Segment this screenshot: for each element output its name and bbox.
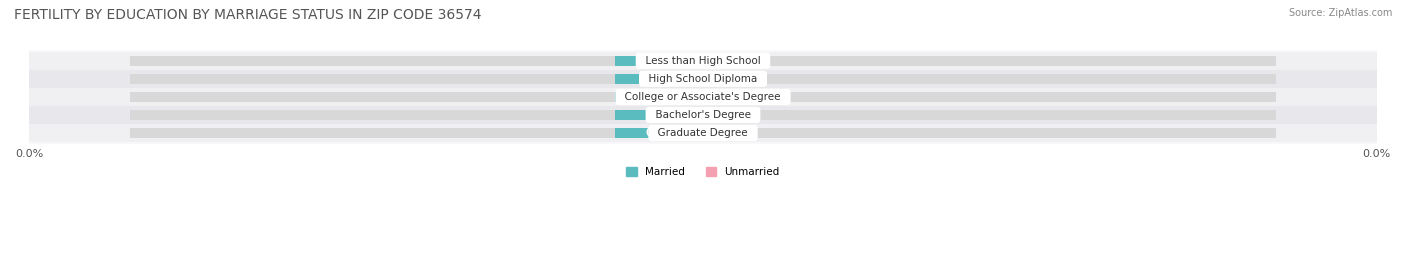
Bar xyxy=(131,110,703,120)
Bar xyxy=(30,106,1376,124)
Bar xyxy=(616,74,703,84)
Bar xyxy=(131,74,703,84)
Bar xyxy=(703,92,1275,102)
Bar xyxy=(616,110,703,120)
Bar xyxy=(30,88,1376,106)
Bar xyxy=(703,128,1275,138)
Text: FERTILITY BY EDUCATION BY MARRIAGE STATUS IN ZIP CODE 36574: FERTILITY BY EDUCATION BY MARRIAGE STATU… xyxy=(14,8,482,22)
Text: High School Diploma: High School Diploma xyxy=(643,74,763,84)
Bar xyxy=(703,110,1275,120)
Text: 0.0%: 0.0% xyxy=(645,110,672,120)
Text: Graduate Degree: Graduate Degree xyxy=(651,128,755,138)
Bar xyxy=(703,92,737,102)
Text: Bachelor's Degree: Bachelor's Degree xyxy=(648,110,758,120)
Bar xyxy=(703,74,737,84)
Bar xyxy=(30,70,1376,88)
Text: 0.0%: 0.0% xyxy=(706,128,734,138)
Text: Less than High School: Less than High School xyxy=(638,56,768,66)
Text: 0.0%: 0.0% xyxy=(706,110,734,120)
Text: 0.0%: 0.0% xyxy=(706,74,734,84)
Bar xyxy=(703,74,1275,84)
Bar xyxy=(616,92,703,102)
Legend: Married, Unmarried: Married, Unmarried xyxy=(621,162,785,181)
Bar xyxy=(616,128,703,138)
Text: 0.0%: 0.0% xyxy=(645,74,672,84)
Bar xyxy=(703,110,737,120)
Text: College or Associate's Degree: College or Associate's Degree xyxy=(619,92,787,102)
Bar xyxy=(703,56,737,66)
Bar xyxy=(131,128,703,138)
Bar xyxy=(30,52,1376,70)
Text: 0.0%: 0.0% xyxy=(645,56,672,66)
Bar xyxy=(616,56,703,66)
Text: 0.0%: 0.0% xyxy=(645,128,672,138)
Bar xyxy=(30,124,1376,142)
Text: Source: ZipAtlas.com: Source: ZipAtlas.com xyxy=(1288,8,1392,18)
Bar xyxy=(703,56,1275,66)
Text: 0.0%: 0.0% xyxy=(706,92,734,102)
Bar xyxy=(703,128,737,138)
Text: 0.0%: 0.0% xyxy=(706,56,734,66)
Bar xyxy=(131,92,703,102)
Bar xyxy=(131,56,703,66)
Text: 0.0%: 0.0% xyxy=(645,92,672,102)
